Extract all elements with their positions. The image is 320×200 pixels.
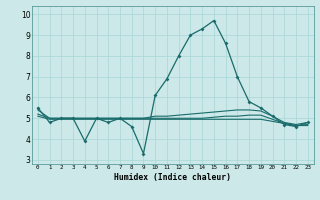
- X-axis label: Humidex (Indice chaleur): Humidex (Indice chaleur): [114, 173, 231, 182]
